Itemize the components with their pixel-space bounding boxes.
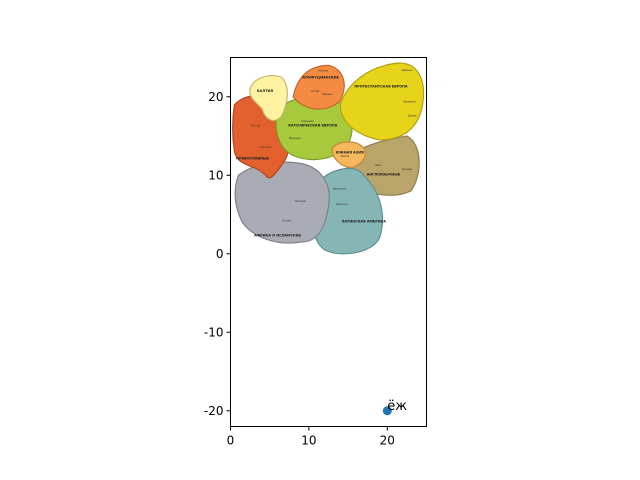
y-tick-label: 20 [208,90,223,104]
map-place-label: Россия [251,124,260,128]
scatter-points: ёж [382,399,407,416]
point-annotation: ёж [387,399,407,414]
y-tick-label: -20 [204,404,224,418]
map-region-label: АНГЛОЯЗЫЧНЫЕ [367,172,401,176]
region-blob-south-asia [331,141,366,169]
map-region-label: ЛАТИНСКАЯ АМЕРИКА [342,219,387,223]
region-blob-baltic [249,75,288,122]
map-region-label: ПРОТЕСТАНТСКАЯ ЕВРОПА [354,84,408,88]
y-tick-label: 0 [216,247,224,261]
background-culture-map: КОНФУЦИАНСКИЕ ПРОТЕСТАНТСКАЯ ЕВРОПА БАЛТИЯ… [232,62,425,255]
map-place-label: Тайвань [321,92,332,96]
map-place-label: Китай [311,89,319,93]
map-place-label: Нигерия [295,199,307,203]
map-region-label: ПРАВОСЛАВНЫЕ [236,157,270,161]
map-place-label: Япония [318,69,328,73]
x-tick-label: 0 [227,434,235,448]
region-blob-confucian [292,64,345,110]
scatter-point [382,406,392,416]
x-axis-ticks: 0 10 20 [227,426,395,448]
map-region-label: АФРИКА И ИСЛАМСКИЕ [254,234,302,238]
x-tick-label: 10 [301,434,316,448]
axes-frame [230,57,427,427]
map-place-label: Швеция [402,68,413,72]
map-place-label: Норвегия [403,99,416,103]
map-place-label: Украина [260,145,272,149]
y-tick-label: 10 [208,168,223,182]
map-region-label: КОНФУЦИАНСКИЕ [302,76,339,80]
y-tick-label: -10 [204,325,224,339]
x-tick-label: 20 [380,434,395,448]
y-axis-ticks: -20 -10 0 10 20 [204,90,231,418]
map-region-label: КАТОЛИЧЕСКАЯ ЕВРОПА [288,124,337,128]
map-place-label: Канада [402,167,412,171]
map-place-label: Германия [301,119,314,123]
map-place-label: Египет [282,219,292,223]
map-region-label: БАЛТИЯ [257,89,273,93]
map-place-label: США [375,163,381,167]
map-labels: КОНФУЦИАНСКИЕ ПРОТЕСТАНТСКАЯ ЕВРОПА БАЛТИЯ… [236,68,417,238]
map-place-label: Индия [341,154,350,158]
map-place-label: Франция [289,136,301,140]
region-blob-africa [234,161,330,244]
region-blob-protestant [339,62,425,141]
map-place-label: Мексика [336,202,348,206]
map-region-label: ЮЖНАЯ АЗИЯ [336,150,364,154]
map-place-label: Бразилия [333,186,346,190]
map-place-label: Дания [408,113,417,117]
